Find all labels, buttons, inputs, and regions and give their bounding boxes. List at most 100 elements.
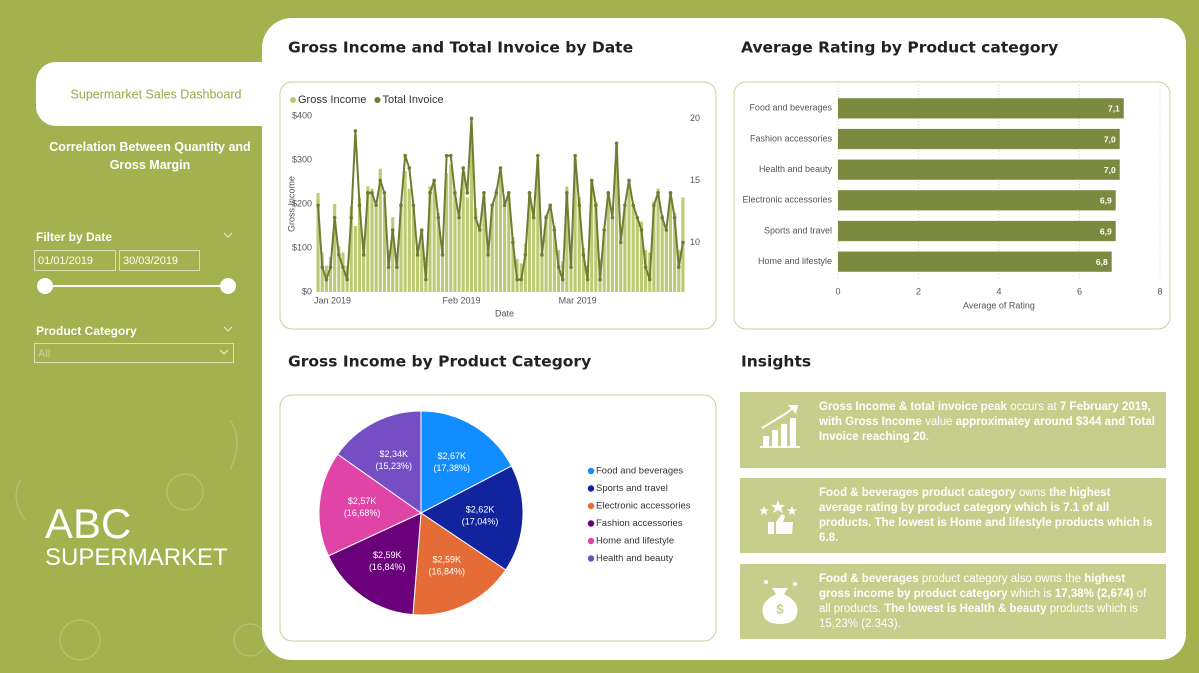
chart-title: Average Rating by Product category	[741, 39, 1058, 57]
nav-link[interactable]: Correlation Between Quantity and Gross M…	[49, 140, 251, 172]
slice-amount: $2,67K	[437, 451, 466, 461]
line-point	[498, 166, 503, 170]
line-point	[511, 240, 515, 245]
date-end[interactable]: 30/03/2019	[119, 250, 200, 271]
y-axis-title: Gross Income	[286, 176, 296, 232]
chevrons	[219, 232, 233, 355]
bar	[465, 197, 469, 292]
data-label: 7,1	[1108, 104, 1120, 114]
line-point	[328, 265, 333, 270]
line-point	[515, 277, 519, 282]
line-point	[602, 228, 606, 232]
x-tick-label: 2	[916, 286, 921, 296]
bar	[503, 201, 507, 292]
y2-tick-label: 15	[690, 175, 700, 185]
bar	[838, 159, 1120, 180]
line-point	[569, 265, 573, 270]
line-point	[386, 265, 391, 270]
bar	[486, 248, 490, 292]
line-point	[366, 191, 370, 195]
bar	[838, 128, 1120, 150]
y-tick-label: Food and beverages	[749, 103, 832, 113]
icon-rating	[759, 500, 797, 534]
line-point	[395, 265, 399, 270]
dashboard-title: Supermarket Sales Dashboard	[71, 87, 242, 101]
x-tick-label: 6	[1077, 286, 1082, 296]
line-point	[540, 253, 544, 257]
bar	[428, 186, 432, 292]
line-point	[403, 153, 407, 158]
bar	[536, 160, 540, 292]
line-point	[589, 178, 594, 183]
x-tick-label: Jan 2019	[314, 295, 351, 305]
legend-marker	[587, 485, 595, 492]
line-point	[610, 215, 615, 220]
x-axis-title: Average of Rating	[963, 300, 1035, 310]
filter-label: Filter by Date	[36, 230, 113, 244]
line-point	[494, 191, 499, 195]
y-tick-label: $400	[292, 110, 312, 120]
category-dropdown[interactable]: All	[34, 343, 234, 363]
insight-text: Gross Income & total invoice peak occurs…	[819, 400, 1155, 445]
bar	[590, 182, 594, 292]
bar	[602, 230, 606, 292]
line-point	[419, 228, 424, 232]
line-point	[531, 215, 536, 220]
y2-tick-label: 10	[690, 237, 700, 247]
insight-segment: owns	[1019, 487, 1050, 499]
slice-amount: $2,57K	[348, 496, 377, 506]
bar	[511, 237, 515, 292]
bar	[631, 204, 635, 292]
bar	[386, 250, 391, 292]
line-point	[407, 166, 412, 170]
line-point	[527, 191, 532, 195]
chart-title: Gross Income and Total Invoice by Date	[288, 39, 633, 57]
svg-text:$: $	[776, 601, 784, 616]
legend-marker	[587, 537, 595, 545]
bar	[469, 140, 474, 292]
line-point	[320, 265, 325, 270]
bar	[532, 210, 536, 292]
bar	[395, 252, 399, 292]
line-point	[428, 191, 432, 195]
bar	[316, 193, 320, 292]
date-text: 30/03/2019	[123, 255, 179, 267]
line-point	[465, 191, 470, 195]
line-point	[556, 265, 561, 270]
legend-marker	[290, 97, 296, 103]
bar	[577, 197, 581, 292]
bar	[370, 188, 374, 292]
insight-card	[740, 564, 1166, 639]
x-axis-title: Date	[495, 308, 514, 318]
legend-label: Sports and travel	[596, 483, 668, 494]
bar	[420, 230, 424, 292]
slider-handle[interactable]	[37, 278, 53, 294]
slider-handle[interactable]	[220, 278, 236, 294]
y-tick-label: Electronic accessories	[742, 195, 832, 205]
bar	[445, 173, 449, 292]
bar	[453, 190, 457, 292]
sidebar-decoration	[15, 419, 267, 661]
line-point	[473, 215, 478, 220]
bar	[436, 212, 440, 292]
x-tick-label: 8	[1157, 286, 1162, 296]
bar	[838, 98, 1124, 119]
line-point	[378, 178, 383, 183]
bar	[619, 239, 623, 292]
y-tick-label: Home and lifestyle	[758, 256, 832, 266]
line-point	[490, 203, 495, 208]
bar	[639, 221, 644, 292]
line-point	[374, 203, 378, 208]
line-point	[598, 277, 602, 282]
line-point	[502, 203, 507, 208]
line-point	[432, 178, 436, 183]
bar	[337, 245, 341, 292]
line-point	[457, 215, 461, 220]
bar	[374, 204, 378, 292]
insight-card	[740, 478, 1166, 553]
bar	[652, 201, 656, 292]
pie-slice	[420, 465, 524, 571]
date-start[interactable]: 01/01/2019	[34, 250, 116, 271]
line-point	[341, 265, 345, 270]
